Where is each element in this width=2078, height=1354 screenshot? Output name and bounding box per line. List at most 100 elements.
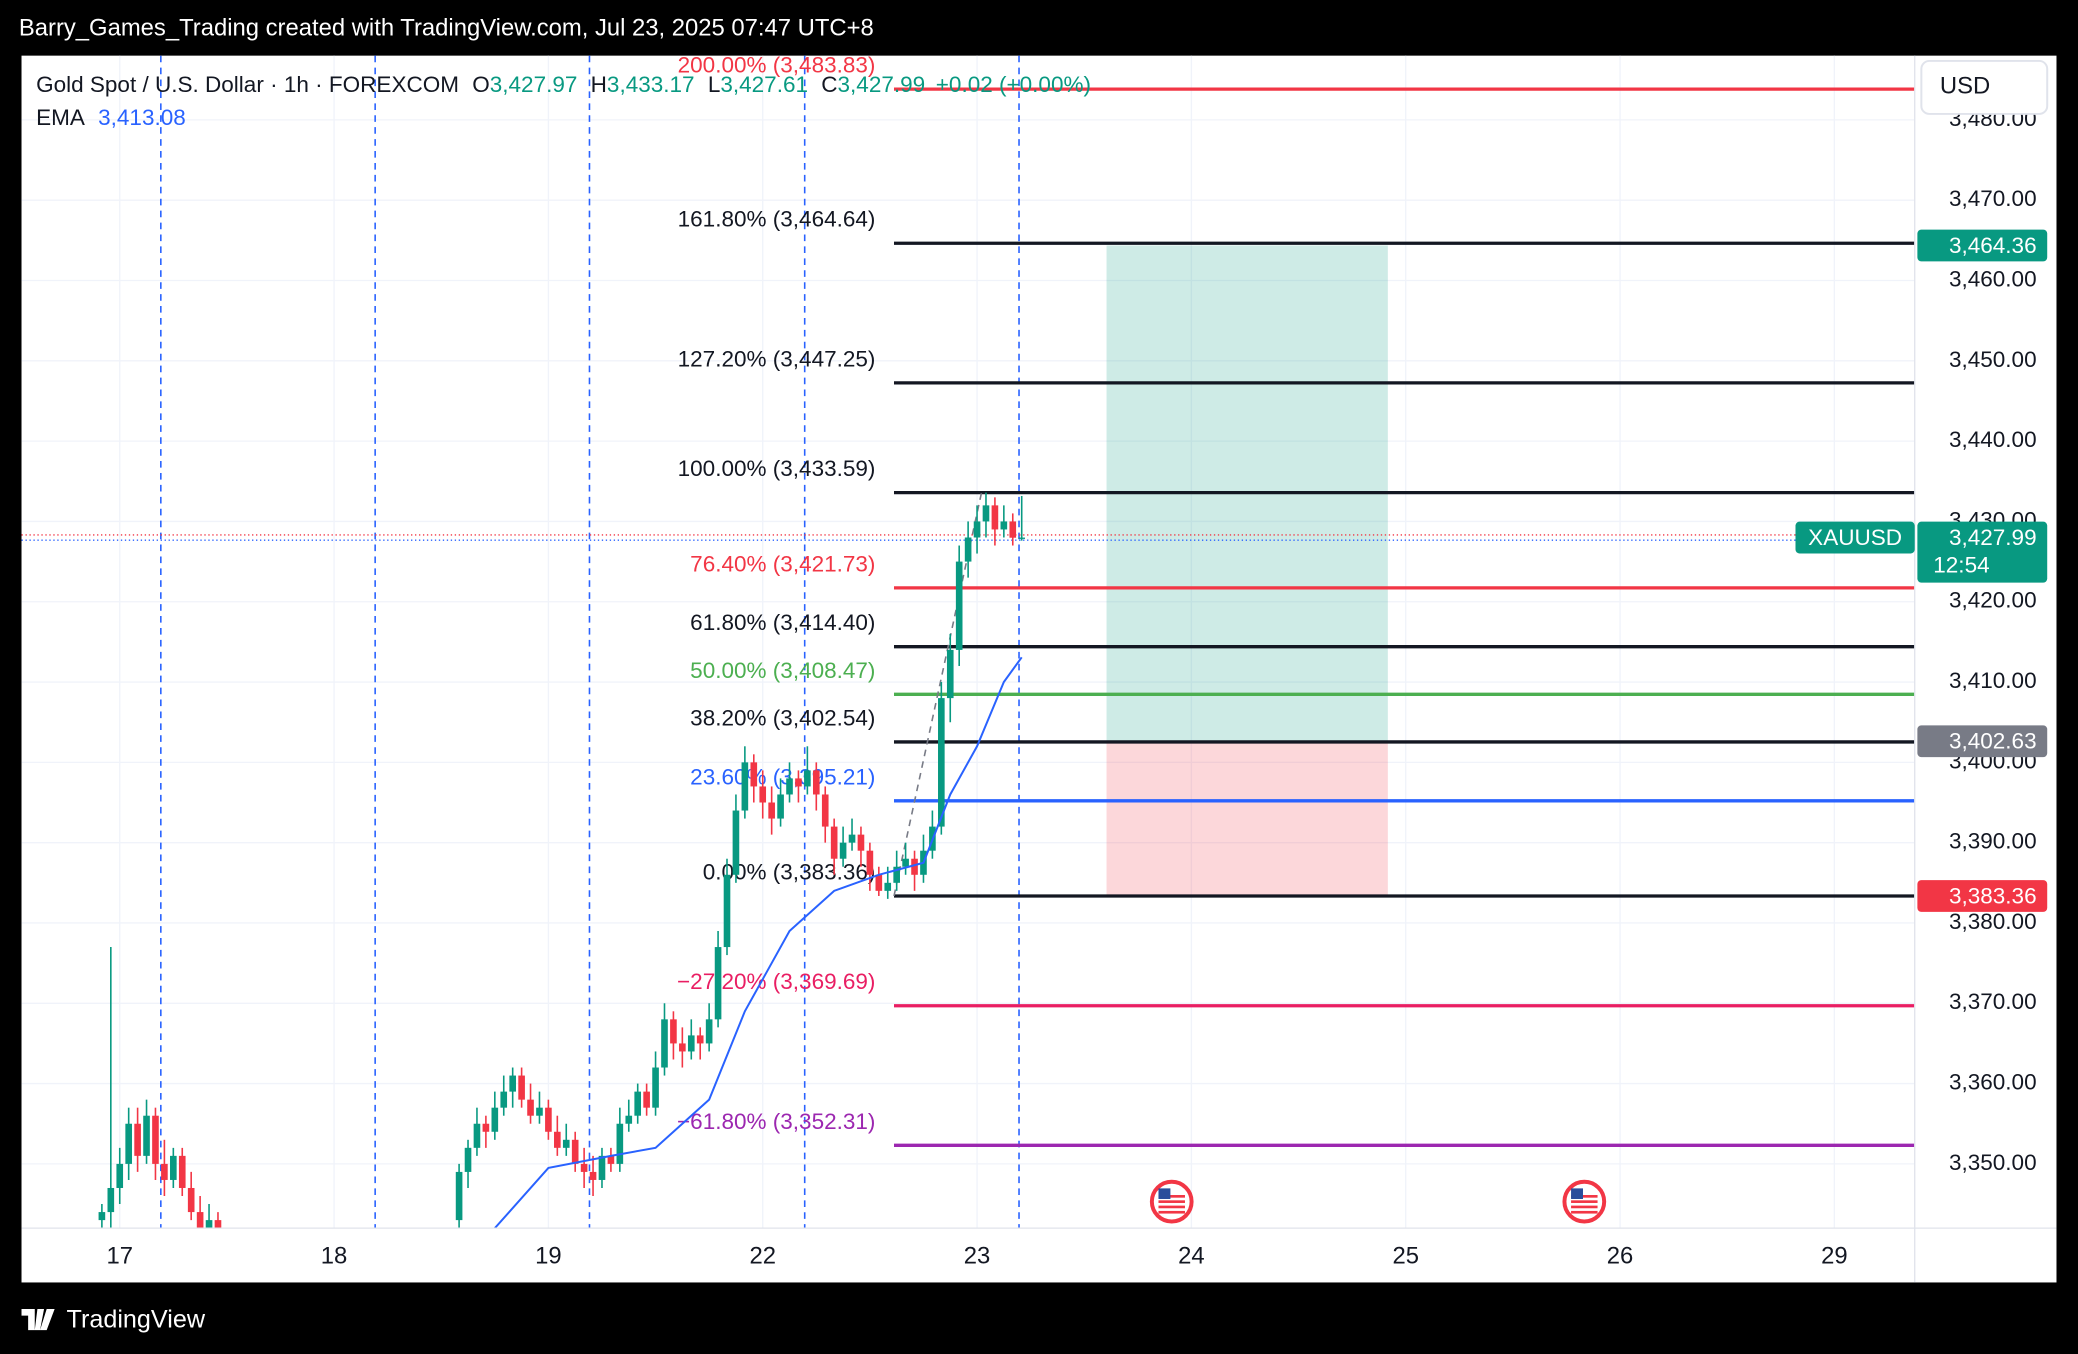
x-tick-label: 25 xyxy=(1392,1243,1419,1270)
candle-body xyxy=(187,1187,195,1213)
header: Barry_Games_Trading created with Trading… xyxy=(19,14,874,41)
candle-body xyxy=(491,1107,499,1132)
fib-label: 61.80% (3,414.40) xyxy=(690,610,875,635)
axes: 17 18 19 22 23 24 25 26 29 3,350.00 3,360.00 3,370.… xyxy=(21,55,2057,1283)
legend: Gold Spot / U.S. Dollar · 1h · FOREXCOM O… xyxy=(36,72,1091,97)
last-price-badge xyxy=(1917,521,2048,583)
fib-label: 200.00% (3,483.83) xyxy=(678,53,876,78)
fib-label: 161.80% (3,464.64) xyxy=(678,207,876,232)
candle-body xyxy=(125,1123,132,1164)
candle-body xyxy=(902,858,909,867)
candle-body xyxy=(652,1067,659,1108)
candle-body xyxy=(205,1220,213,1229)
candle-body xyxy=(625,1115,633,1124)
candle-body xyxy=(786,778,793,795)
logo-icon xyxy=(21,1308,55,1331)
candle-body xyxy=(643,1091,650,1108)
candle-body xyxy=(732,810,740,875)
y-tick-label: 3,380.00 xyxy=(1949,909,2037,934)
x-tick-label: 26 xyxy=(1607,1243,1634,1270)
candle-body xyxy=(759,786,767,803)
candle-body xyxy=(500,1091,508,1108)
x-tick-label: 24 xyxy=(1178,1243,1205,1270)
candle-body xyxy=(98,1212,106,1221)
price-badge-label: 3,383.36 xyxy=(1949,883,2037,908)
y-tick-label: 3,440.00 xyxy=(1949,427,2037,452)
symbol-badge xyxy=(1795,521,1915,554)
candle-body xyxy=(982,505,990,522)
candle-body xyxy=(750,762,758,787)
fib-label: 76.40% (3,421.73) xyxy=(690,551,875,576)
candle-body xyxy=(696,1035,704,1044)
candle-body xyxy=(509,1075,516,1092)
candle-body xyxy=(580,1163,588,1172)
legend-ohlc-key: H xyxy=(591,72,607,97)
candle-body xyxy=(679,1043,686,1052)
flag-canton xyxy=(1571,1188,1583,1199)
candle-body xyxy=(634,1091,642,1116)
candle-body xyxy=(598,1155,606,1180)
candle-body xyxy=(839,842,847,859)
legend-ohlc-key: O xyxy=(472,72,490,97)
ema-line xyxy=(494,656,1023,1229)
candle-body xyxy=(607,1155,615,1164)
legend-symbol: Gold Spot / U.S. Dollar · 1h · FOREXCOM xyxy=(36,72,459,97)
x-tick-label: 23 xyxy=(964,1243,991,1270)
candle-body xyxy=(152,1115,159,1164)
event-icon xyxy=(1149,1179,1194,1224)
candle-body xyxy=(134,1123,141,1156)
fib-label: 100.00% (3,433.59) xyxy=(678,456,876,481)
candle-body xyxy=(616,1123,624,1164)
candle-body xyxy=(670,1019,677,1044)
candle-body xyxy=(518,1075,525,1100)
legend-ohlc-value: 3,433.17 xyxy=(607,72,695,97)
flag-stripe xyxy=(1158,1200,1185,1203)
x-tick-label: 22 xyxy=(749,1243,776,1270)
event-icon xyxy=(1562,1179,1607,1224)
y-tick-label: 3,370.00 xyxy=(1949,989,2037,1014)
candle-body xyxy=(866,850,874,875)
candle-body xyxy=(884,882,892,891)
candle-body xyxy=(875,874,883,891)
candle-body xyxy=(893,866,900,883)
y-tick-label: 3,450.00 xyxy=(1949,347,2037,372)
legend-ohlc-value: 3,427.61 xyxy=(720,72,808,97)
countdown-label: 12:54 xyxy=(1933,553,1989,578)
candle-body xyxy=(1009,521,1017,538)
symbol-badge-label: XAUUSD xyxy=(1808,525,1902,550)
flag-stripe xyxy=(1571,1200,1598,1203)
price-badge xyxy=(1917,725,2048,758)
currency-box xyxy=(1920,59,2049,115)
ema-legend-name: EMA xyxy=(36,105,85,130)
candle-body xyxy=(143,1115,150,1156)
x-tick-label: 19 xyxy=(535,1243,562,1270)
candle-body xyxy=(464,1147,472,1172)
y-tick-label: 3,360.00 xyxy=(1949,1070,2037,1095)
flag-stripe xyxy=(1158,1195,1185,1198)
candle-body xyxy=(178,1155,186,1188)
candle-body xyxy=(723,874,731,948)
candle-body xyxy=(938,698,945,827)
fib-label: 127.20% (3,447.25) xyxy=(678,346,876,371)
y-tick-label: 3,410.00 xyxy=(1949,668,2037,693)
last-price-label: 3,427.99 xyxy=(1949,525,2037,550)
y-tick-label: 3,350.00 xyxy=(1949,1150,2037,1175)
candle-body xyxy=(777,794,784,819)
footer-brand: TradingView xyxy=(67,1306,206,1334)
candle-body xyxy=(857,834,865,851)
price-badge-label: 3,464.36 xyxy=(1949,233,2037,258)
candle-body xyxy=(705,1019,713,1044)
candle-body xyxy=(214,1220,222,1229)
fib-label: 0.00% (3,383.36) xyxy=(703,859,876,884)
candle-body xyxy=(1018,537,1026,539)
candle-body xyxy=(527,1099,534,1116)
currency-label: USD xyxy=(1940,73,1990,100)
candle-body xyxy=(964,537,972,562)
legend-ohlc-value: 3,427.97 xyxy=(490,72,578,97)
y-tick-label: 3,420.00 xyxy=(1949,588,2037,613)
x-tick-label: 29 xyxy=(1821,1243,1848,1270)
footer-logo: TradingView xyxy=(21,1306,206,1334)
flag-stripe xyxy=(1571,1195,1598,1198)
candle-body xyxy=(196,1212,204,1229)
